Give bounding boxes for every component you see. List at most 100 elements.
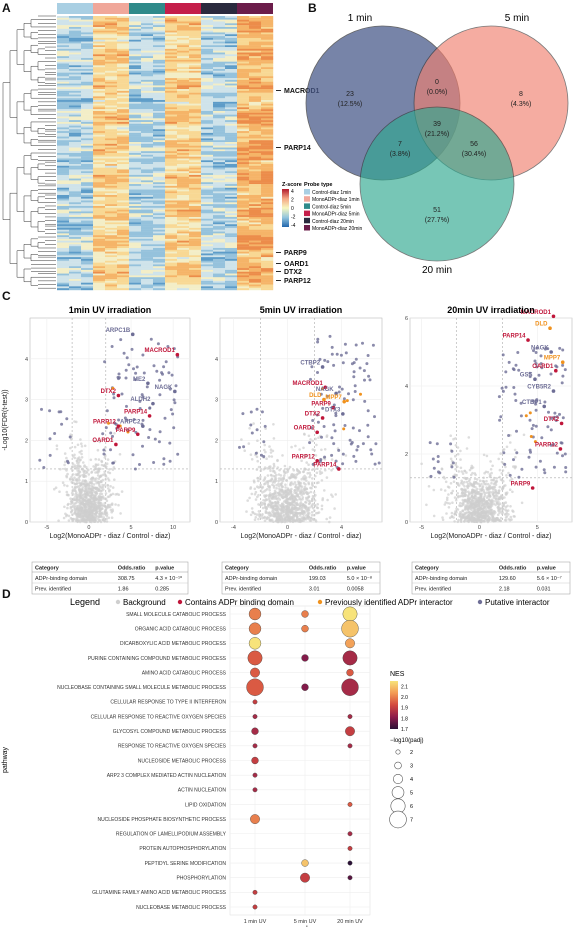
heatmap-cell [129, 233, 142, 236]
heatmap-cell [57, 205, 70, 208]
background-point [286, 509, 289, 513]
background-point [69, 507, 73, 510]
heatmap-cell [141, 19, 154, 22]
heatmap-cell [69, 45, 82, 48]
heatmap-cell [93, 17, 106, 20]
heatmap-cell [105, 156, 118, 159]
putative-point [120, 392, 124, 396]
heatmap-cell [105, 100, 118, 103]
heatmap-cell [81, 268, 94, 271]
heatmap-cell [177, 132, 190, 135]
heatmap-cell [57, 277, 70, 280]
background-point [252, 422, 255, 425]
heatmap-cell [237, 153, 250, 156]
heatmap-cell [93, 140, 106, 143]
heatmap-cell [213, 74, 226, 77]
heatmap-cell [165, 67, 178, 70]
heatmap-cell [165, 209, 178, 212]
heatmap-cell [81, 112, 94, 115]
heatmap-cell [141, 136, 154, 139]
heatmap-cell [177, 280, 190, 283]
heatmap-cell [213, 174, 226, 177]
heatmap-cell [201, 235, 214, 238]
heatmap-cell [105, 61, 118, 64]
background-point [265, 494, 268, 497]
background-point [78, 465, 82, 468]
heatmap-cell [177, 145, 190, 148]
heatmap-cell [93, 198, 106, 201]
heatmap-cell [213, 195, 226, 198]
heatmap-cell [201, 279, 214, 282]
heatmap-cell [177, 182, 190, 185]
heatmap-cell [57, 271, 70, 274]
heatmap-cell [81, 138, 94, 141]
heatmap-cell [93, 227, 106, 230]
heatmap-cell [141, 120, 154, 123]
background-point [90, 476, 94, 480]
heatmap-cell [93, 279, 106, 282]
heatmap-cell [57, 235, 70, 238]
background-point [316, 467, 319, 471]
heatmap-cell [249, 43, 262, 46]
heatmap-cell [93, 205, 106, 208]
heatmap-cell [129, 21, 142, 24]
heatmap-cell [261, 284, 274, 287]
heatmap-cell [141, 34, 154, 37]
background-point [277, 482, 280, 486]
heatmap-cell [69, 268, 82, 271]
heatmap-cell [81, 131, 94, 134]
heatmap-cell [69, 83, 82, 86]
heatmap-cell [261, 160, 274, 163]
heatmap-cell [141, 140, 154, 143]
heatmap-cell [69, 229, 82, 232]
background-point [109, 493, 113, 497]
heatmap-cell [117, 45, 130, 48]
heatmap-cell [213, 205, 226, 208]
heatmap-cell [189, 269, 202, 272]
heatmap-cell [165, 23, 178, 26]
heatmap-cell [57, 43, 70, 46]
heatmap-cell [105, 269, 118, 272]
heatmap-cell [153, 78, 166, 81]
heatmap-cell [81, 251, 94, 254]
heatmap-cell [69, 162, 82, 165]
background-point [101, 497, 105, 500]
heatmap-cell [177, 140, 190, 143]
heatmap-cell [177, 79, 190, 82]
heatmap-cell [213, 233, 226, 236]
heatmap-cell [117, 30, 130, 33]
heatmap-cell [213, 90, 226, 93]
heatmap-cell [69, 246, 82, 249]
heatmap-cell [225, 288, 238, 291]
heatmap-cell [237, 28, 250, 31]
heatmap-cell [225, 202, 238, 205]
heatmap-cell [213, 277, 226, 280]
heatmap-cell [249, 89, 262, 92]
heatmap-cell [69, 32, 82, 35]
background-point [86, 493, 90, 497]
heatmap-cell [57, 34, 70, 37]
putative-point [155, 369, 159, 373]
heatmap-cell [177, 32, 190, 35]
heatmap-cell [141, 258, 154, 261]
heatmap-cell [153, 196, 166, 199]
heatmap-cell [93, 19, 106, 22]
heatmap-cell [225, 61, 238, 64]
heatmap-cell [177, 16, 190, 19]
background-point [294, 475, 298, 479]
heatmap-cell [177, 125, 190, 128]
background-point [257, 510, 261, 513]
heatmap-cell [177, 28, 190, 31]
heatmap-cell [93, 180, 106, 183]
background-point [311, 494, 315, 498]
heatmap-cell [81, 211, 94, 214]
background-point [57, 519, 60, 522]
heatmap-cell [225, 145, 238, 148]
heatmap-cell [225, 246, 238, 249]
heatmap-cell [249, 19, 262, 22]
heatmap-cell [141, 233, 154, 236]
heatmap-cell [201, 260, 214, 263]
heatmap-cell [177, 264, 190, 267]
background-point [73, 502, 76, 506]
heatmap-cell [153, 231, 166, 234]
